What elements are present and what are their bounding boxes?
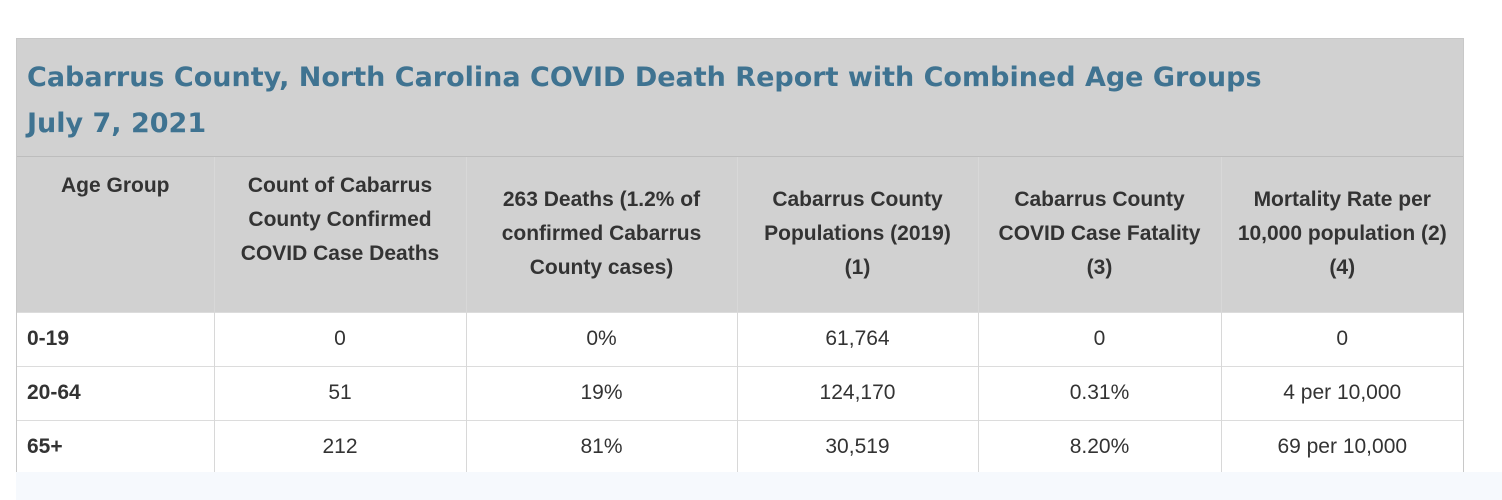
report-date: July 7, 2021 — [27, 108, 207, 139]
header-age-group: Age Group — [17, 157, 215, 312]
cell-age-group: 0-19 — [17, 311, 215, 366]
cell-death-share: 0% — [466, 311, 738, 366]
cell-case-fatality: 8.20% — [978, 419, 1222, 474]
header-mortality-rate: Mortality Rate per 10,000 population (2)… — [1221, 157, 1463, 312]
cell-age-group: 65+ — [17, 419, 215, 474]
header-death-share: 263 Deaths (1.2% of confirmed Cabarrus C… — [466, 157, 738, 312]
cell-mortality-rate: 4 per 10,000 — [1221, 365, 1463, 420]
cell-case-fatality: 0 — [978, 311, 1222, 366]
death-report-table: Age Group Count of Cabarrus County Confi… — [17, 157, 1463, 474]
header-row: Age Group Count of Cabarrus County Confi… — [17, 157, 1463, 312]
cell-death-count: 51 — [214, 365, 467, 420]
cell-death-share: 81% — [466, 419, 738, 474]
header-case-fatality: Cabarrus County COVID Case Fatality (3) — [978, 157, 1222, 312]
cell-population: 30,519 — [737, 419, 979, 474]
cell-mortality-rate: 69 per 10,000 — [1221, 419, 1463, 474]
cell-mortality-rate: 0 — [1221, 311, 1463, 366]
cell-death-count: 0 — [214, 311, 467, 366]
table-row: 65+ 212 81% 30,519 8.20% 69 per 10,000 — [17, 419, 1463, 474]
cell-age-group: 20-64 — [17, 365, 215, 420]
page-footer-strip — [16, 472, 1502, 500]
cell-case-fatality: 0.31% — [978, 365, 1222, 420]
report-title: Cabarrus County, North Carolina COVID De… — [27, 62, 1262, 93]
covid-death-report-table-container: Cabarrus County, North Carolina COVID De… — [16, 38, 1464, 475]
header-death-count: Count of Cabarrus County Confirmed COVID… — [214, 157, 467, 312]
cell-death-count: 212 — [214, 419, 467, 474]
cell-death-share: 19% — [466, 365, 738, 420]
report-caption: Cabarrus County, North Carolina COVID De… — [17, 39, 1463, 157]
cell-population: 124,170 — [737, 365, 979, 420]
table-row: 0-19 0 0% 61,764 0 0 — [17, 311, 1463, 366]
header-population: Cabarrus County Populations (2019) (1) — [737, 157, 979, 312]
cell-population: 61,764 — [737, 311, 979, 366]
table-row: 20-64 51 19% 124,170 0.31% 4 per 10,000 — [17, 365, 1463, 420]
